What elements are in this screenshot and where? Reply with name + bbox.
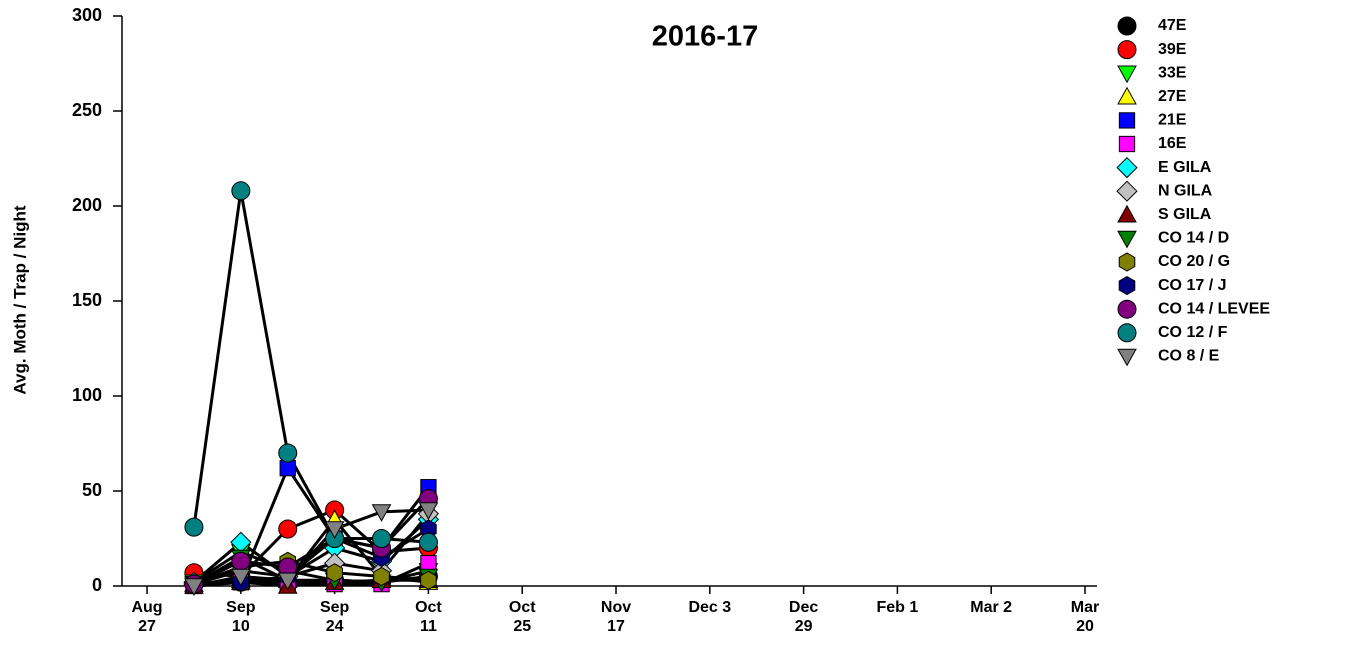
x-tick-label: Oct 11 (415, 599, 442, 635)
legend-label: 33E (1158, 64, 1187, 81)
data-point (279, 460, 296, 477)
data-point (371, 504, 392, 522)
x-tick-label: Dec 29 (788, 599, 819, 635)
data-point (418, 532, 438, 552)
data-point (420, 555, 437, 572)
y-tick-label: 0 (92, 575, 102, 595)
legend-marker (1118, 252, 1136, 272)
x-tick-label: Mar 20 (1070, 599, 1100, 635)
legend-marker (1118, 135, 1136, 153)
data-point (418, 502, 439, 521)
legend-label: 16E (1158, 135, 1187, 152)
data-point (373, 566, 390, 587)
legend-label: CO 12 / F (1158, 324, 1228, 341)
x-tick-label: Sep 24 (319, 599, 350, 635)
legend-label: N GILA (1158, 182, 1213, 199)
legend-label: CO 8 / E (1158, 348, 1220, 365)
data-point (277, 572, 298, 591)
legend-label: 27E (1158, 88, 1187, 105)
series-line (192, 190, 429, 544)
legend-marker (1118, 276, 1136, 296)
legend-marker (1116, 180, 1138, 202)
legend-marker (1117, 40, 1137, 60)
legend-marker (1117, 16, 1137, 36)
x-tick-label: Nov 17 (600, 599, 632, 635)
legend-label: S GILA (1158, 206, 1212, 223)
legend-marker (1117, 348, 1137, 367)
data-point (278, 519, 298, 539)
y-tick-label: 150 (72, 290, 102, 310)
legend-marker (1117, 65, 1137, 84)
data-point (184, 578, 204, 597)
data-point (372, 529, 392, 548)
legend-marker (1118, 112, 1136, 129)
y-tick-label: 100 (72, 385, 102, 405)
legend-label: E GILA (1158, 159, 1212, 176)
legend-label: CO 20 / G (1158, 253, 1230, 270)
y-tick-label: 200 (72, 195, 102, 215)
legend-label: CO 14 / D (1158, 230, 1229, 247)
y-tick-label: 50 (82, 480, 102, 500)
legend-label: 21E (1158, 112, 1187, 129)
x-tick-label: Oct 25 (508, 599, 536, 635)
legend-marker (1117, 204, 1137, 223)
legend-marker (1117, 323, 1137, 343)
data-point (231, 181, 251, 201)
x-tick-label: Aug 27 (131, 599, 163, 635)
y-tick-label: 300 (72, 5, 102, 25)
data-point (231, 551, 251, 571)
legend-marker (1117, 86, 1137, 105)
data-point (324, 521, 345, 540)
y-tick-label: 250 (72, 100, 102, 120)
legend-label: 47E (1158, 17, 1187, 34)
x-tick-label: Mar 2 (970, 599, 1013, 616)
legend-marker (1116, 156, 1138, 179)
legend-label: 39E (1158, 41, 1187, 58)
x-tick-label: Feb 1 (876, 599, 919, 616)
legend-marker (1117, 299, 1137, 319)
x-tick-label: Sep 10 (226, 599, 256, 635)
data-point (230, 568, 251, 587)
data-point (278, 443, 298, 463)
data-point (420, 570, 437, 590)
legend-label: CO 14 / LEVEE (1158, 300, 1270, 317)
data-point (326, 563, 343, 583)
data-point (184, 517, 204, 537)
y-axis-label: Avg. Moth / Trap / Night (10, 205, 29, 395)
chart-title: 2016-17 (652, 21, 758, 53)
x-tick-label: Dec 3 (688, 599, 732, 616)
legend-label: CO 17 / J (1158, 277, 1226, 294)
legend-marker (1117, 230, 1137, 249)
